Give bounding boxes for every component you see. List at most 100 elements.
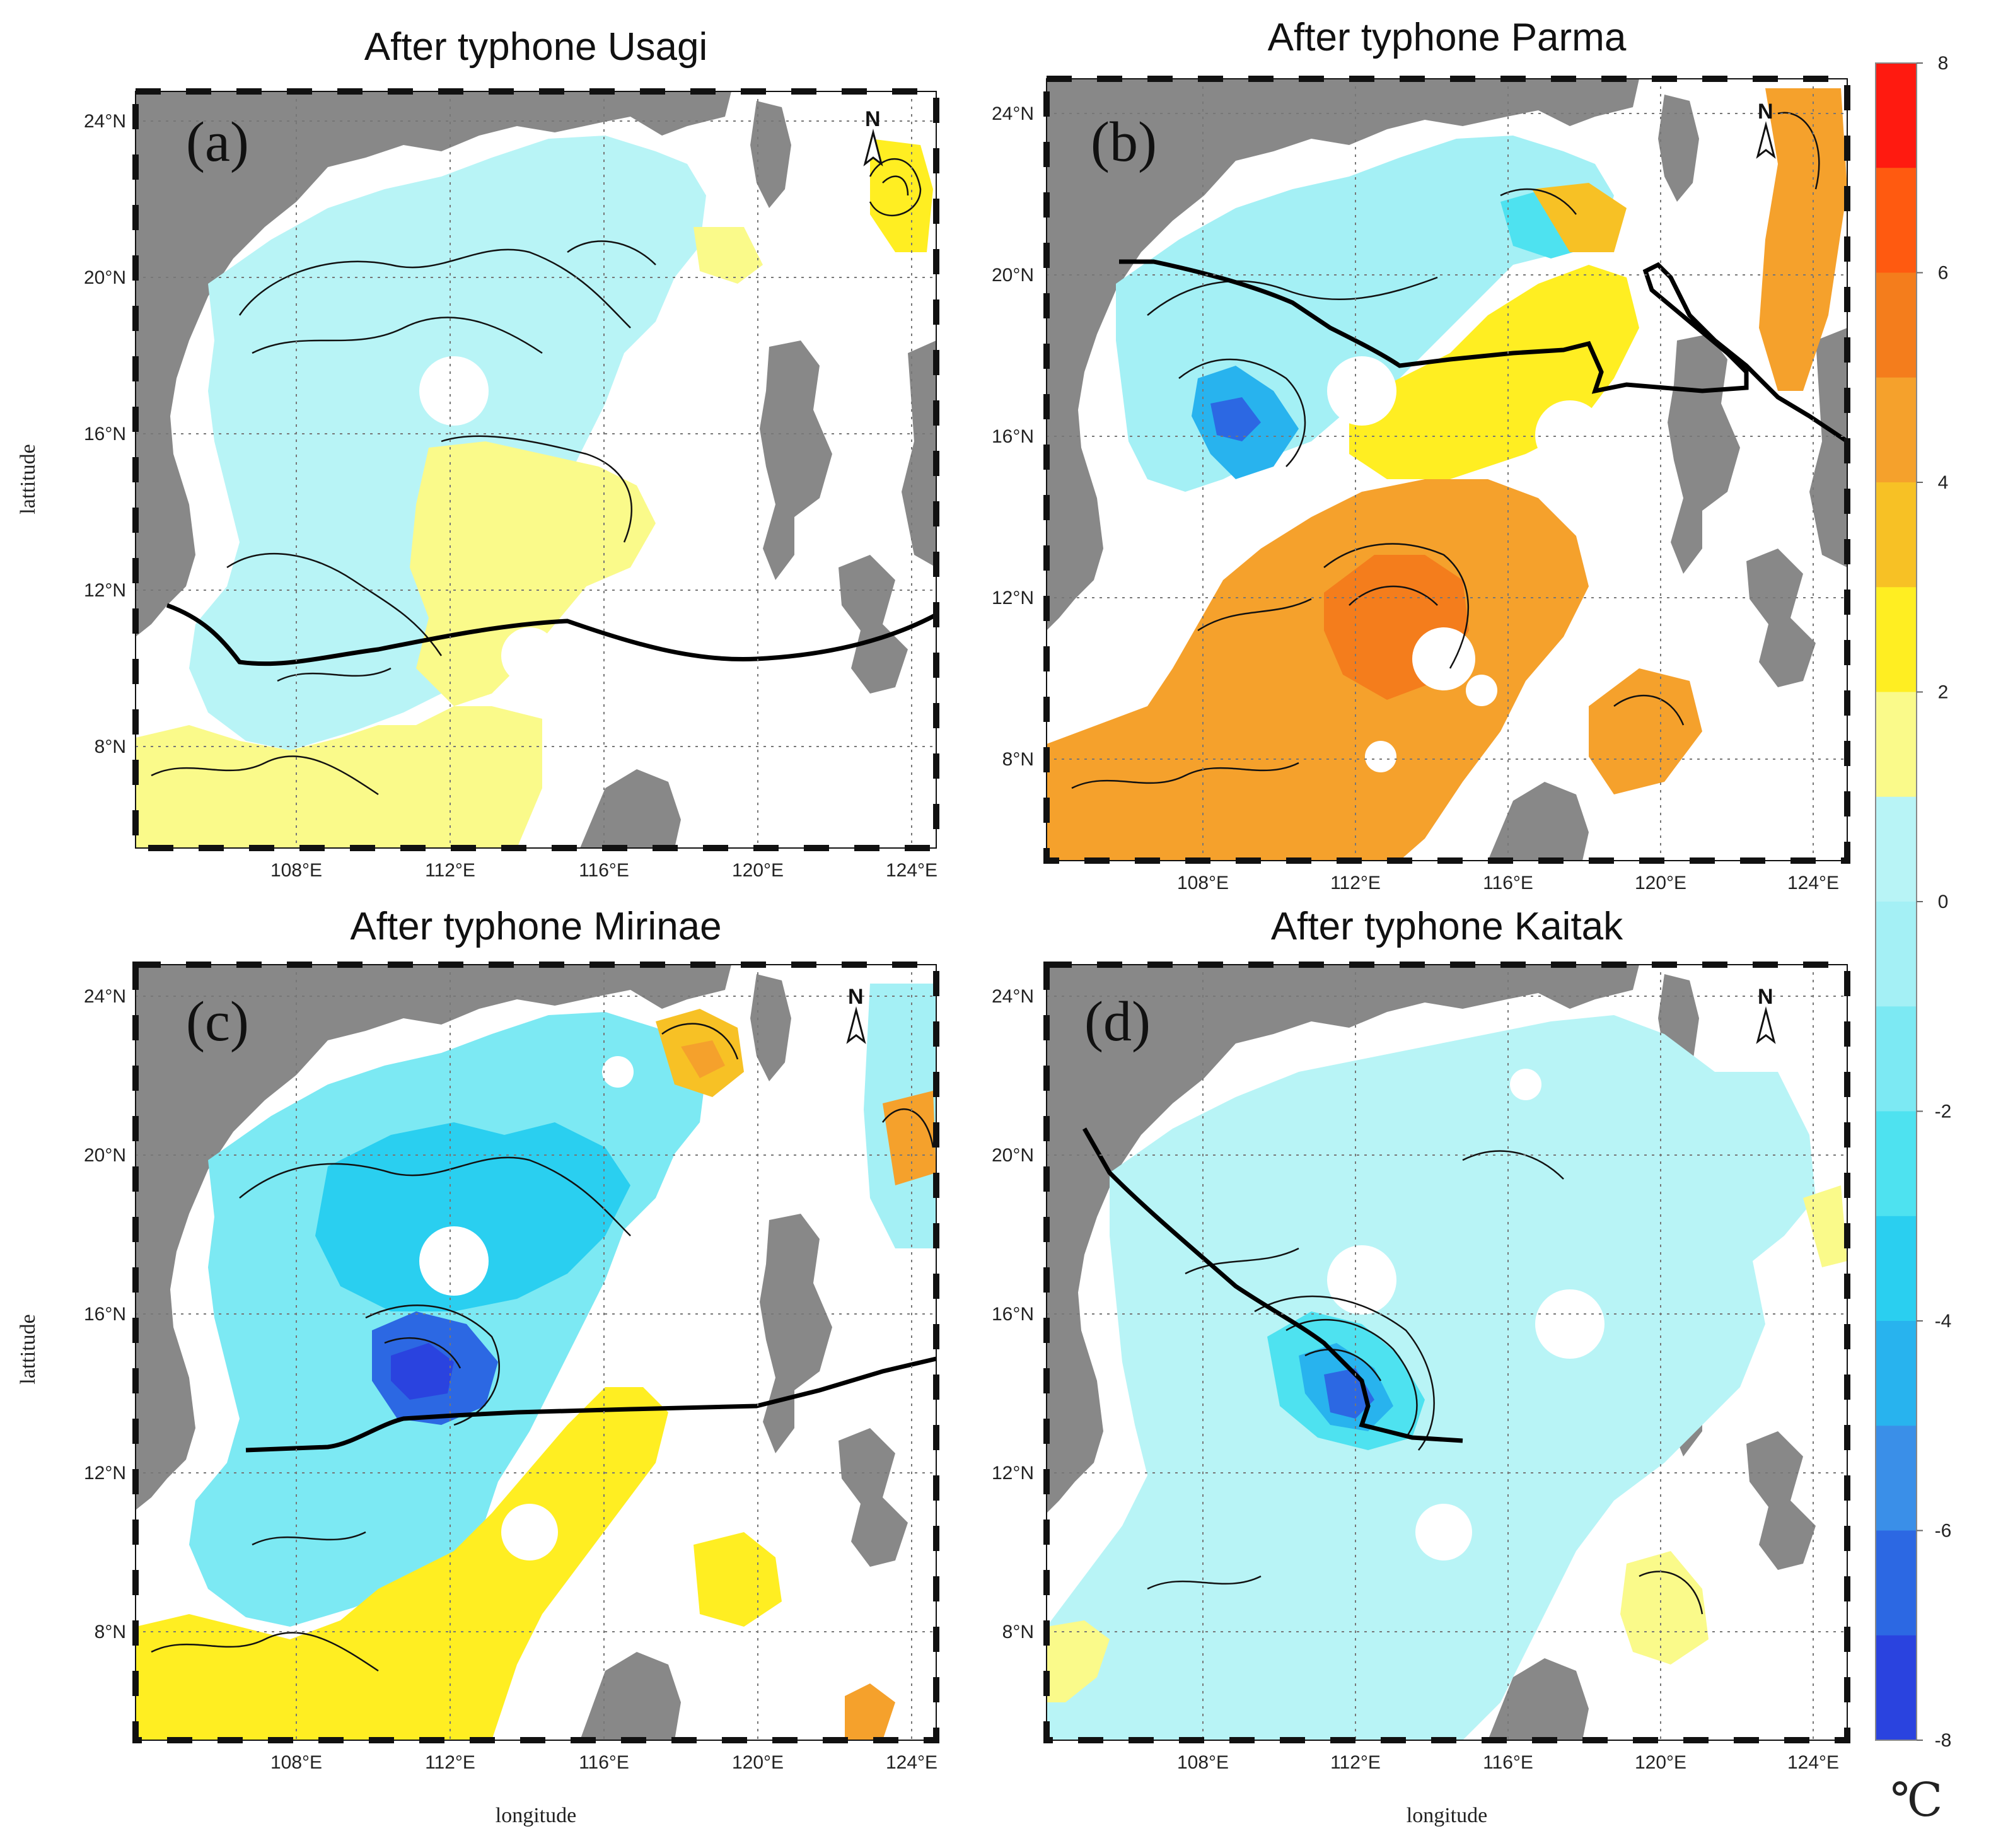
land-borneo [580,1652,681,1740]
north-arrow: N [1756,100,1776,159]
panel-a-title: After typhone Usagi [364,25,708,69]
x-tick: 116°E [1483,873,1533,893]
anomaly-warm-east [870,139,933,252]
colorbar-swatch [1876,482,1917,588]
y-tick: 16°N [992,1304,1034,1325]
typhoon-track [1082,1127,1463,1443]
y-tick: 12°N [992,1463,1034,1484]
data-gap [1466,675,1497,706]
north-arrow: N [1756,985,1776,1044]
colorbar-swatch [1876,272,1917,378]
y-axis-ticks: 24°N 20°N 16°N 12°N 8°N [84,986,126,1642]
typhoon-track [166,603,936,666]
colorbar-swatch [1876,796,1917,902]
land-borneo [580,769,681,848]
colorbar-swatch [1876,168,1917,273]
x-tick: 112°E [1330,1752,1381,1773]
x-tick: 116°E [579,860,629,881]
x-tick: 112°E [1330,873,1381,893]
map-border [1046,78,1848,861]
colorbar-swatch [1876,1216,1917,1322]
y-tick: 8°N [95,736,126,757]
data-gap [1327,356,1396,426]
colorbar-swatch [1876,1321,1917,1426]
anomaly-warm-center [410,441,656,706]
y-tick: 24°N [84,986,126,1007]
land-china [136,91,731,637]
x-tick: 108°E [270,1752,322,1773]
land-philippines-south [1746,1431,1816,1570]
colorbar-swatch [1876,1426,1917,1531]
typhoon-track [1119,259,1847,443]
y-tick: 20°N [992,1145,1034,1166]
land-taiwan [750,974,791,1081]
anomaly-warm-ne [694,227,763,284]
svg-text:N: N [1758,100,1773,124]
colorbar-swatch [1876,587,1917,692]
colorbar: 8 6 4 2 0 -2 -4 -6 -8 ℃ [1875,53,1951,1827]
panel-b-title: After typhone Parma [1268,16,1627,59]
x-tick: 108°E [1177,1752,1229,1773]
y-tick: 20°N [84,1145,126,1166]
colorbar-tick-label: -8 [1935,1730,1952,1751]
data-gap [1510,1069,1541,1100]
panel-b: After typhone Parma [992,16,1850,893]
colorbar-ticks: 8 6 4 2 0 -2 -4 -6 -8 [1917,53,1951,1751]
typhoon-track [245,1356,936,1453]
anomaly-warm-north-core [681,1040,725,1078]
gridlines [136,965,936,1740]
panel-a: After typhone Usagi [84,25,939,881]
x-tick: 124°E [886,860,937,881]
land-china [1047,965,1639,1513]
x-tick: 108°E [1177,873,1229,893]
north-arrow: N [846,985,866,1044]
colorbar-swatch [1876,1530,1917,1636]
data-gap [602,1056,634,1088]
gridlines [1047,965,1847,1740]
y-axis-ticks: 24°N 20°N 16°N 12°N 8°N [992,103,1034,770]
x-tick: 120°E [732,860,784,881]
land-borneo [1488,1658,1589,1740]
x-axis-label: longitude [1407,1804,1487,1827]
data-gap [1365,741,1396,772]
colorbar-tick-label: 4 [1938,472,1949,493]
data-gap [1415,1504,1472,1560]
y-tick: 8°N [1002,749,1034,770]
x-tick: 116°E [1483,1752,1533,1773]
colorbar-tick-label: -4 [1935,1311,1952,1332]
panel-d-title: After typhone Kaitak [1271,905,1623,948]
y-tick: 12°N [84,580,126,601]
colorbar-swatch [1876,1635,1917,1741]
contours [151,158,922,796]
contours [151,1023,934,1672]
x-axis-label: longitude [496,1804,576,1827]
anomaly-warm-corner [845,1683,895,1740]
anomaly-warm-east-core [883,1091,936,1185]
land-philippines-east [902,340,936,567]
colorbar-unit: ℃ [1891,1773,1943,1827]
panel-d-letter: (d) [1084,991,1151,1053]
land-taiwan [1658,95,1699,202]
gridlines [136,91,936,848]
map-border [135,91,937,849]
anomaly-warm-east [1803,1185,1847,1267]
y-axis-ticks: 24°N 20°N 16°N 12°N 8°N [84,111,126,757]
x-tick: 112°E [425,860,475,881]
panel-c-letter: (c) [186,991,249,1053]
anomaly-warm-ne [1532,183,1627,252]
anomaly-warm-west [1047,1620,1110,1702]
y-tick: 16°N [84,424,126,445]
land-luzon [1668,334,1740,574]
data-gap [634,1289,703,1359]
anomaly-warm-se [1589,668,1702,794]
x-tick: 120°E [1635,873,1686,893]
y-tick: 12°N [992,588,1034,608]
x-tick: 120°E [1635,1752,1686,1773]
anomaly-cool [189,136,706,750]
panel-d: After typhone Kaitak [992,905,1850,1773]
data-gap [634,407,703,476]
y-tick: 12°N [84,1463,126,1484]
colorbar-tick-label: 2 [1938,682,1949,703]
y-axis-ticks: 24°N 20°N 16°N 12°N 8°N [992,986,1034,1642]
data-gap [1412,627,1475,690]
